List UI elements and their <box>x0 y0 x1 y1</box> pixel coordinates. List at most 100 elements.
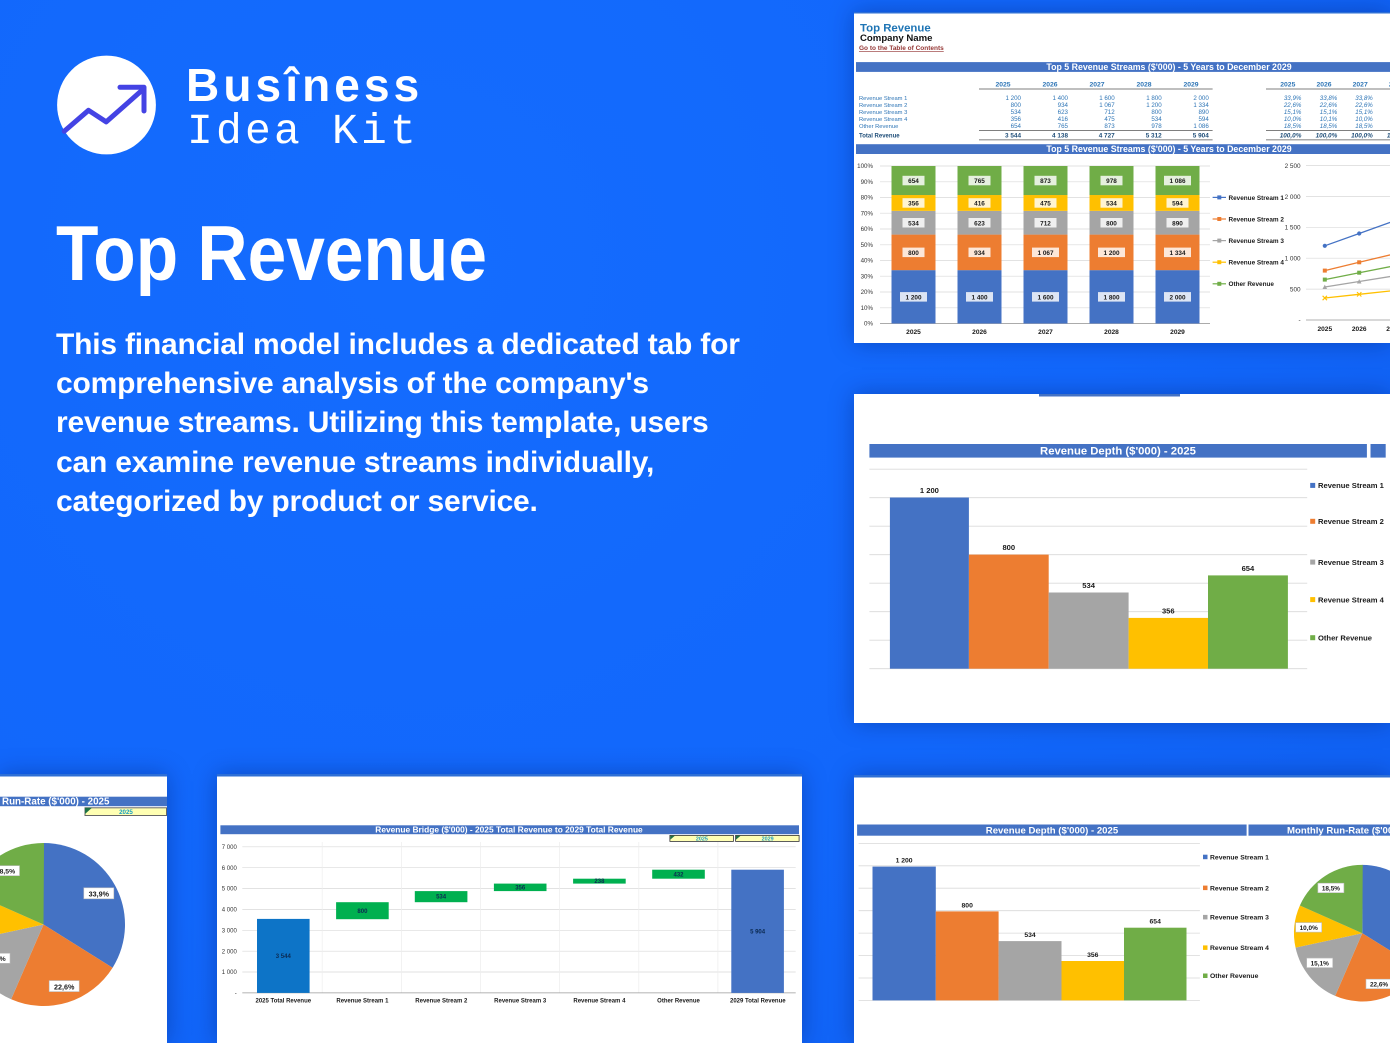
svg-text:873: 873 <box>1104 123 1115 130</box>
svg-text:5 312: 5 312 <box>1146 133 1162 140</box>
svg-text:10,0%: 10,0% <box>1284 116 1302 123</box>
svg-text:2026: 2026 <box>1042 82 1057 89</box>
svg-text:6 000: 6 000 <box>222 866 238 872</box>
svg-text:1 067: 1 067 <box>1038 250 1054 257</box>
svg-text:1 200: 1 200 <box>906 294 922 301</box>
svg-text:1 600: 1 600 <box>1099 95 1115 102</box>
svg-text:2025: 2025 <box>1317 326 1332 333</box>
svg-text:800: 800 <box>357 909 368 915</box>
svg-text:Top 5 Revenue Streams ($'000): Top 5 Revenue Streams ($'000) - 5 Years … <box>1046 62 1291 72</box>
svg-text:22,6%: 22,6% <box>1354 102 1373 109</box>
svg-text:1 500: 1 500 <box>1285 225 1301 232</box>
svg-text:15,1%: 15,1% <box>0 956 6 963</box>
svg-text:Revenue Stream 3: Revenue Stream 3 <box>1318 558 1384 567</box>
svg-text:594: 594 <box>1198 116 1209 123</box>
svg-text:1 400: 1 400 <box>972 294 988 301</box>
svg-text:356: 356 <box>1087 952 1099 959</box>
svg-text:3 000: 3 000 <box>222 929 238 935</box>
svg-text:978: 978 <box>1151 123 1162 130</box>
svg-text:623: 623 <box>1058 109 1069 116</box>
svg-text:800: 800 <box>1106 220 1117 227</box>
svg-text:100,0%: 100,0% <box>1316 133 1338 140</box>
svg-text:800: 800 <box>1011 102 1022 109</box>
svg-text:4 000: 4 000 <box>222 908 238 914</box>
svg-text:5 904: 5 904 <box>1193 133 1209 140</box>
svg-text:356: 356 <box>515 885 526 891</box>
svg-text:60%: 60% <box>861 226 874 233</box>
svg-text:Revenue Stream 2: Revenue Stream 2 <box>1210 885 1269 892</box>
svg-text:1 200: 1 200 <box>1006 95 1022 102</box>
svg-text:70%: 70% <box>861 210 874 217</box>
svg-text:Revenue Stream 3: Revenue Stream 3 <box>859 110 907 116</box>
svg-text:2 500: 2 500 <box>1285 163 1301 170</box>
svg-text:356: 356 <box>908 201 919 208</box>
svg-text:Other Revenue: Other Revenue <box>1210 973 1259 980</box>
svg-text:594: 594 <box>1172 201 1183 208</box>
svg-text:Revenue Stream 4: Revenue Stream 4 <box>859 117 908 123</box>
svg-text:654: 654 <box>1011 123 1022 130</box>
svg-text:Total Revenue: Total Revenue <box>859 134 900 140</box>
svg-text:1 086: 1 086 <box>1193 123 1209 130</box>
svg-text:712: 712 <box>1104 109 1115 116</box>
svg-text:934: 934 <box>1058 102 1069 109</box>
svg-text:20%: 20% <box>861 289 874 296</box>
svg-text:2029: 2029 <box>1170 329 1185 336</box>
svg-text:2 000: 2 000 <box>1170 294 1186 301</box>
svg-text:Other Revenue: Other Revenue <box>859 124 898 130</box>
svg-text:18,5%: 18,5% <box>1322 886 1340 893</box>
svg-text:2029: 2029 <box>762 836 774 842</box>
svg-text:80%: 80% <box>861 195 874 202</box>
svg-text:10%: 10% <box>861 305 874 312</box>
svg-text:1 200: 1 200 <box>920 486 939 495</box>
svg-text:90%: 90% <box>861 179 874 186</box>
svg-text:1 334: 1 334 <box>1170 250 1186 257</box>
svg-text:30%: 30% <box>861 273 874 280</box>
svg-text:1 800: 1 800 <box>1146 95 1162 102</box>
svg-text:Monthly Run-Rate ($'000) - 202: Monthly Run-Rate ($'000) - 2025 <box>1287 826 1390 837</box>
svg-text:800: 800 <box>908 250 919 257</box>
svg-text:Revenue Stream 1: Revenue Stream 1 <box>1229 195 1285 202</box>
svg-text:Revenue Stream 3: Revenue Stream 3 <box>494 999 547 1005</box>
svg-text:5 000: 5 000 <box>222 887 238 893</box>
svg-text:22,6%: 22,6% <box>1370 982 1388 989</box>
svg-text:100,0%: 100,0% <box>1280 133 1302 140</box>
svg-text:15,1%: 15,1% <box>1311 960 1329 967</box>
svg-text:534: 534 <box>1082 581 1095 590</box>
svg-text:15,1%: 15,1% <box>1284 109 1302 116</box>
svg-text:Revenue Stream 1: Revenue Stream 1 <box>1210 854 1269 861</box>
svg-text:534: 534 <box>1106 201 1117 208</box>
svg-text:2025: 2025 <box>906 329 921 336</box>
svg-text:1 000: 1 000 <box>222 970 238 976</box>
svg-text:2028: 2028 <box>1389 82 1390 89</box>
svg-text:5 904: 5 904 <box>750 929 766 935</box>
svg-text:800: 800 <box>1002 543 1015 552</box>
svg-text:Other Revenue: Other Revenue <box>1229 281 1275 288</box>
svg-text:100,0%: 100,0% <box>1351 133 1373 140</box>
svg-text:432: 432 <box>673 872 684 878</box>
svg-text:654: 654 <box>1242 564 1255 573</box>
svg-text:765: 765 <box>1058 123 1069 130</box>
svg-text:2028: 2028 <box>1104 329 1119 336</box>
svg-text:Revenue Stream 2: Revenue Stream 2 <box>1318 517 1384 526</box>
svg-text:50%: 50% <box>861 242 874 249</box>
svg-text:654: 654 <box>1150 919 1162 926</box>
svg-text:1 600: 1 600 <box>1038 294 1054 301</box>
svg-text:Revenue Stream 4: Revenue Stream 4 <box>573 999 626 1005</box>
svg-text:1 200: 1 200 <box>1104 250 1120 257</box>
svg-text:22,6%: 22,6% <box>1283 102 1302 109</box>
svg-text:1 800: 1 800 <box>1104 294 1120 301</box>
svg-text:475: 475 <box>1040 201 1051 208</box>
svg-text:Revenue Stream 3: Revenue Stream 3 <box>1210 915 1269 922</box>
svg-text:2028: 2028 <box>1136 82 1151 89</box>
svg-text:2025: 2025 <box>119 809 133 816</box>
svg-text:2025: 2025 <box>696 836 708 842</box>
svg-text:Revenue Stream 4: Revenue Stream 4 <box>1318 595 1385 604</box>
svg-text:1 067: 1 067 <box>1099 102 1115 109</box>
svg-text:800: 800 <box>1151 109 1162 116</box>
svg-text:1 200: 1 200 <box>896 858 913 865</box>
svg-text:765: 765 <box>974 178 985 185</box>
svg-text:534: 534 <box>1011 109 1022 116</box>
svg-text:100,0%: 100,0% <box>1387 133 1390 140</box>
svg-text:Revenue Depth ($'000) - 2025: Revenue Depth ($'000) - 2025 <box>986 826 1119 837</box>
svg-text:4 138: 4 138 <box>1052 133 1068 140</box>
